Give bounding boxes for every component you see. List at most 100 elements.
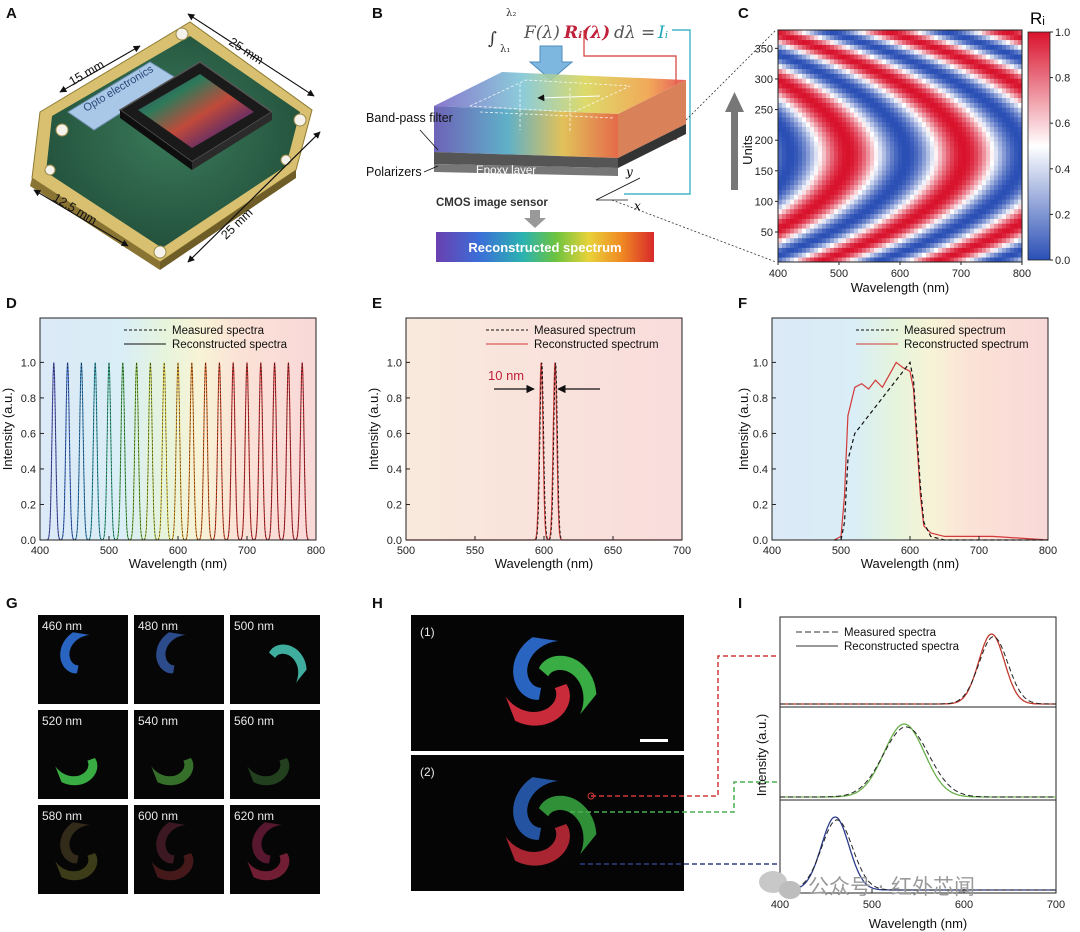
heatmap-cell xyxy=(806,112,811,118)
heatmap-cell xyxy=(990,233,995,239)
c-ytick-label: 200 xyxy=(755,135,773,147)
heatmap-cell xyxy=(1010,160,1015,166)
heatmap-cell xyxy=(942,194,947,200)
h-image-1 xyxy=(411,615,684,751)
heatmap-cell xyxy=(962,63,967,70)
heatmap-cell xyxy=(970,73,975,79)
heatmap-cell xyxy=(806,233,811,239)
heatmap-cell xyxy=(914,213,919,219)
heatmap-cell xyxy=(970,63,975,70)
heatmap-cell xyxy=(822,252,827,258)
heatmap-cell xyxy=(930,170,935,176)
heatmap-cell xyxy=(902,30,907,36)
heatmap-cell xyxy=(834,59,839,65)
heatmap-cell xyxy=(938,68,943,74)
heatmap-cell xyxy=(854,194,859,200)
heatmap-cell xyxy=(958,233,963,239)
heatmap-cell xyxy=(886,30,891,36)
heatmap-cell xyxy=(946,228,951,234)
heatmap-cell xyxy=(786,121,791,128)
heatmap-cell xyxy=(790,199,795,205)
heatmap-cell xyxy=(998,117,1003,123)
heatmap-cell xyxy=(814,218,819,224)
heatmap-cell xyxy=(790,92,795,99)
heatmap-cell xyxy=(954,194,959,200)
eq-lower-limit: λ₁ xyxy=(500,44,510,55)
heatmap-cell xyxy=(782,59,787,65)
heatmap-cell xyxy=(834,63,839,70)
heatmap-cell xyxy=(890,228,895,234)
heatmap-cell xyxy=(834,112,839,118)
heatmap-cell xyxy=(850,189,855,195)
heatmap-cell xyxy=(870,199,875,205)
heatmap-cell xyxy=(786,252,791,258)
heatmap-cell xyxy=(866,146,871,152)
heatmap-cell xyxy=(918,30,923,36)
heatmap-cell xyxy=(954,218,959,224)
heatmap-cell xyxy=(966,39,971,45)
heatmap-cell xyxy=(782,204,787,210)
heatmap-cell xyxy=(1018,30,1023,36)
heatmap-cell xyxy=(974,146,979,152)
heatmap-cell xyxy=(846,88,851,94)
heatmap-cell xyxy=(966,54,971,60)
heatmap-cell xyxy=(982,170,987,176)
heatmap-cell xyxy=(938,146,943,152)
g-tile xyxy=(230,615,320,704)
heatmap-cell xyxy=(962,213,967,219)
heatmap-cell xyxy=(782,78,787,84)
heatmap-cell xyxy=(998,208,1003,215)
heatmap-cell xyxy=(958,218,963,224)
heatmap-cell xyxy=(818,112,823,118)
colorbar-label: Rᵢ xyxy=(1030,9,1045,28)
e-ylabel: Intensity (a.u.) xyxy=(366,388,381,470)
heatmap-cell xyxy=(882,199,887,205)
heatmap-cell xyxy=(798,88,803,94)
heatmap-cell xyxy=(870,83,875,89)
heatmap-cell xyxy=(782,179,787,186)
heatmap-cell xyxy=(942,107,947,113)
i-xtick-label: 600 xyxy=(955,899,973,911)
heatmap-cell xyxy=(874,59,879,65)
h-swirl-2 xyxy=(538,795,597,855)
heatmap-cell xyxy=(834,49,839,55)
heatmap-cell xyxy=(1014,107,1019,113)
heatmap-cell xyxy=(954,78,959,84)
heatmap-cell xyxy=(794,150,799,157)
heatmap-cell xyxy=(894,247,899,253)
heatmap-cell xyxy=(810,44,815,50)
heatmap-cell xyxy=(1018,233,1023,239)
heatmap-cell xyxy=(930,63,935,70)
heatmap-cell xyxy=(974,237,979,244)
heatmap-cell xyxy=(886,150,891,157)
heatmap-cell xyxy=(974,141,979,147)
heatmap-cell xyxy=(930,146,935,152)
heatmap-cell xyxy=(982,68,987,74)
heatmap-cell xyxy=(878,92,883,99)
heatmap-cell xyxy=(866,126,871,132)
heatmap-cell xyxy=(970,88,975,94)
heatmap-cell xyxy=(838,49,843,55)
heatmap-cell xyxy=(838,160,843,166)
heatmap-cell xyxy=(910,88,915,94)
heatmap-cell xyxy=(934,97,939,103)
heatmap-cell xyxy=(982,213,987,219)
heatmap-cell xyxy=(946,59,951,65)
heatmap-cell xyxy=(790,126,795,132)
heatmap-cell xyxy=(830,204,835,210)
heatmap-cell xyxy=(810,213,815,219)
heatmap-cell xyxy=(902,49,907,55)
heatmap-cell xyxy=(958,179,963,186)
heatmap-cell xyxy=(1002,218,1007,224)
heatmap-cell xyxy=(790,68,795,74)
heatmap-cell xyxy=(862,146,867,152)
i-legend-measured: Measured spectra xyxy=(844,627,937,639)
heatmap-cell xyxy=(890,63,895,70)
heatmap-cell xyxy=(846,208,851,215)
heatmap-cell xyxy=(782,237,787,244)
heatmap-cell xyxy=(842,30,847,36)
heatmap-cell xyxy=(994,252,999,258)
heatmap-cell xyxy=(906,223,911,229)
heatmap-cell xyxy=(850,97,855,103)
heatmap-cell xyxy=(838,34,843,41)
